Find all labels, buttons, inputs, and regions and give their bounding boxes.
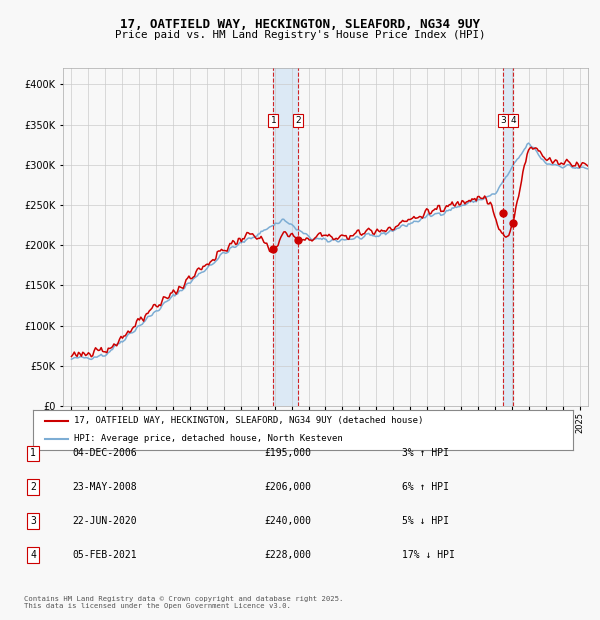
Text: £195,000: £195,000 [264,448,311,458]
Text: 1: 1 [30,448,36,458]
Text: 23-MAY-2008: 23-MAY-2008 [72,482,137,492]
Text: Contains HM Land Registry data © Crown copyright and database right 2025.
This d: Contains HM Land Registry data © Crown c… [24,596,343,609]
Bar [274,68,298,406]
Text: 6% ↑ HPI: 6% ↑ HPI [402,482,449,492]
Text: 04-DEC-2006: 04-DEC-2006 [72,448,137,458]
Text: 2: 2 [295,116,301,125]
Text: 3: 3 [500,116,506,125]
Text: 17, OATFIELD WAY, HECKINGTON, SLEAFORD, NG34 9UY (detached house): 17, OATFIELD WAY, HECKINGTON, SLEAFORD, … [74,417,423,425]
Text: £240,000: £240,000 [264,516,311,526]
Text: £206,000: £206,000 [264,482,311,492]
Bar [503,68,514,406]
Text: 4: 4 [30,550,36,560]
Text: 05-FEB-2021: 05-FEB-2021 [72,550,137,560]
Text: 4: 4 [511,116,516,125]
Text: 3% ↑ HPI: 3% ↑ HPI [402,448,449,458]
Text: 17, OATFIELD WAY, HECKINGTON, SLEAFORD, NG34 9UY: 17, OATFIELD WAY, HECKINGTON, SLEAFORD, … [120,19,480,31]
Text: HPI: Average price, detached house, North Kesteven: HPI: Average price, detached house, Nort… [74,435,342,443]
Text: Price paid vs. HM Land Registry's House Price Index (HPI): Price paid vs. HM Land Registry's House … [115,30,485,40]
Text: 2: 2 [30,482,36,492]
Text: 1: 1 [271,116,276,125]
Text: 3: 3 [30,516,36,526]
Text: 5% ↓ HPI: 5% ↓ HPI [402,516,449,526]
Text: £228,000: £228,000 [264,550,311,560]
Text: 17% ↓ HPI: 17% ↓ HPI [402,550,455,560]
Text: 22-JUN-2020: 22-JUN-2020 [72,516,137,526]
